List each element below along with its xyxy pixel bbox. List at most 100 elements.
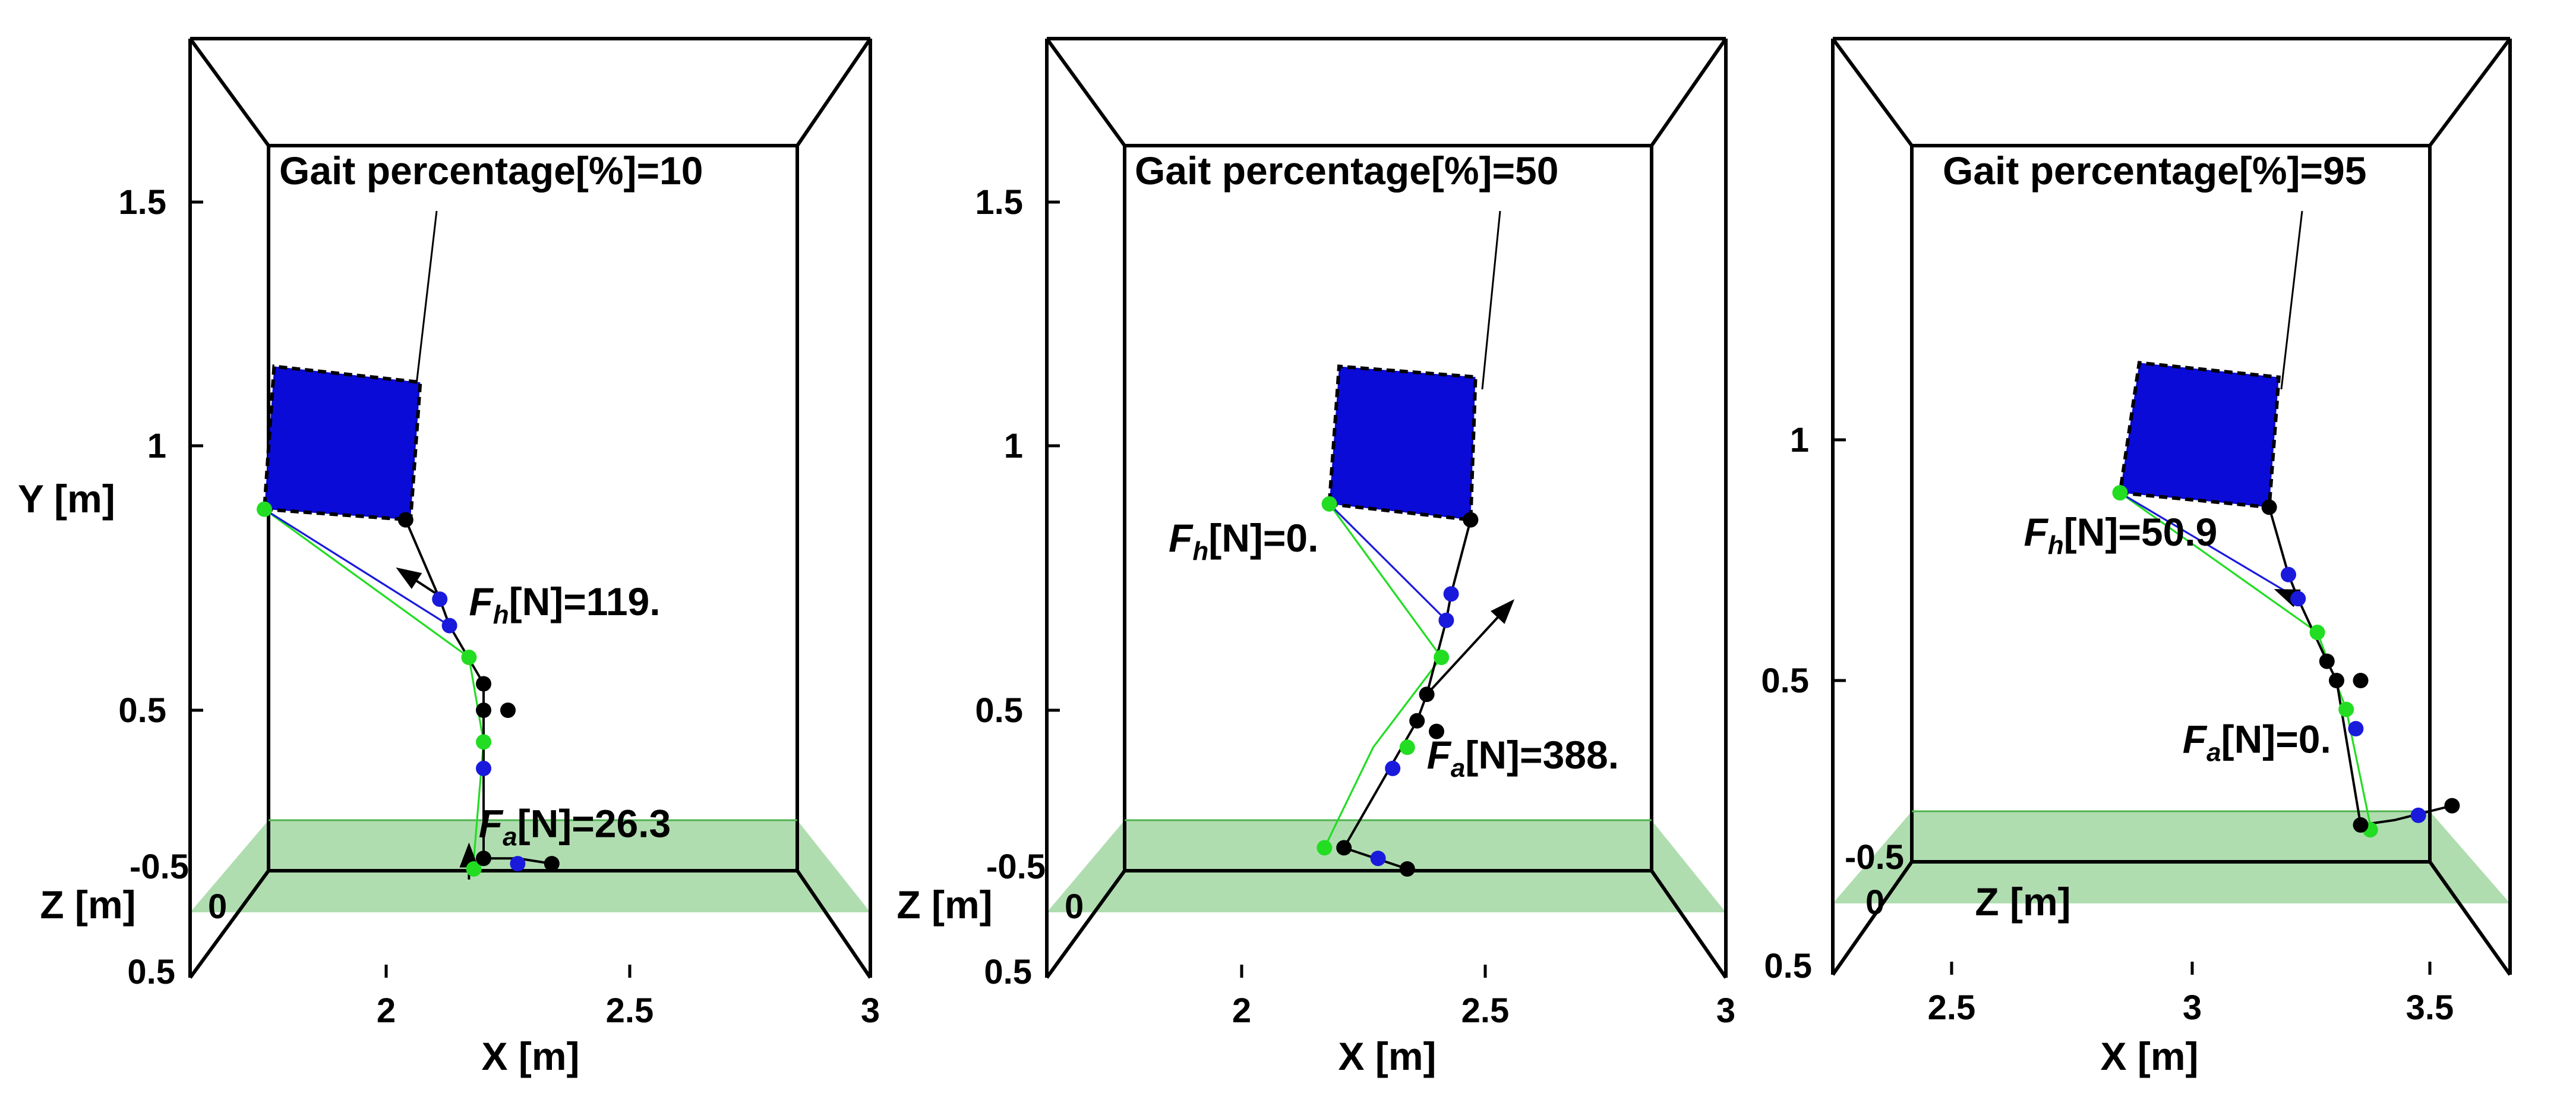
ground-plane xyxy=(190,820,870,912)
x-tick-label: 3 xyxy=(1716,991,1735,1030)
force-symbol: F xyxy=(2024,510,2049,554)
joint-marker-black xyxy=(1463,512,1479,528)
blue-leg-segment xyxy=(1328,503,1447,621)
force-value: [N]=119. xyxy=(509,579,661,623)
x-tick-label: 2 xyxy=(1232,991,1251,1030)
green-leg-segment xyxy=(1323,503,1442,849)
joint-marker-blue xyxy=(476,760,491,776)
x-tick-label: 3.5 xyxy=(2406,988,2454,1027)
joint-marker-blue xyxy=(432,591,448,607)
z-tick-label: -0.5 xyxy=(130,848,189,886)
y-tick-label: 0.5 xyxy=(118,691,166,730)
blue-leg-segment xyxy=(264,508,450,626)
joint-marker-blue xyxy=(2290,591,2306,607)
frame-corner-bl xyxy=(1831,861,1914,976)
joint-marker-black xyxy=(476,851,491,867)
gait-percentage-label: Gait percentage[%]=10 xyxy=(279,149,703,193)
ground-plane xyxy=(1833,811,2510,903)
y-tick-label: 1 xyxy=(1790,421,1809,459)
force-value: [N]=26.3 xyxy=(517,802,671,846)
joint-marker-blue xyxy=(1438,612,1454,628)
x-axis-label: X [m] xyxy=(1338,1034,1437,1078)
y-tick-label: 1 xyxy=(1004,427,1023,465)
force-symbol: F xyxy=(2183,717,2208,761)
z-tick-label: 0.5 xyxy=(1764,947,1812,985)
frame-corner-bl xyxy=(188,870,270,979)
force-arrow-shaft xyxy=(1426,609,1505,695)
force-value: [N]=0. xyxy=(2221,717,2331,761)
joint-marker-green xyxy=(1434,650,1450,665)
x-tick-label: 3 xyxy=(2183,988,2202,1027)
gait-leader-line xyxy=(2280,210,2303,390)
x-axis-label: X [m] xyxy=(2101,1034,2199,1078)
green-leg-segment xyxy=(264,508,485,859)
z-tick-label: 0 xyxy=(1065,887,1084,926)
black-leg-segment xyxy=(1343,519,1472,870)
z-tick-label: 0.5 xyxy=(984,953,1032,991)
panel-3: 2.5 3 3.5 0.5 1 -0.5 0 0.5 X [m] Z [m] Gait percen… xyxy=(1761,37,2512,1078)
force-label-a: Fa[N]=388. xyxy=(1427,733,1619,783)
joint-marker-black xyxy=(476,676,491,692)
force-arrow-head xyxy=(396,567,422,590)
z-axis-label: Z [m] xyxy=(40,883,135,927)
x-tick-label: 2 xyxy=(377,991,396,1030)
joint-marker-black xyxy=(397,512,413,528)
y-axis-label: Y [m] xyxy=(18,477,115,521)
z-axis-label: Z [m] xyxy=(896,883,992,927)
z-tick-label: -0.5 xyxy=(986,848,1046,886)
force-symbol: F xyxy=(1169,516,1194,560)
joint-marker-black xyxy=(2329,673,2344,688)
z-tick-label: 0.5 xyxy=(127,953,175,991)
joint-marker-green xyxy=(1317,840,1333,856)
joint-marker-green xyxy=(466,861,482,877)
force-symbol: F xyxy=(479,802,504,846)
joint-marker-green xyxy=(476,734,491,750)
x-tick-label: 2.5 xyxy=(1461,991,1510,1030)
z-tick-label: -0.5 xyxy=(1845,838,1904,877)
y-tick-label: 1.5 xyxy=(118,183,166,222)
joint-marker-blue xyxy=(2410,807,2426,823)
joint-marker-blue xyxy=(2348,721,2364,736)
force-symbol: F xyxy=(1427,733,1452,777)
joint-marker-green xyxy=(2338,701,2354,717)
joint-marker-green xyxy=(257,501,272,517)
joint-marker-black xyxy=(1409,713,1425,729)
trunk-box xyxy=(262,364,422,522)
joint-marker-black xyxy=(2444,798,2460,814)
z-axis-label: Z [m] xyxy=(1975,880,2070,924)
joint-marker-black xyxy=(2261,499,2277,515)
joint-marker-black xyxy=(2353,673,2369,688)
y-tick-label: 0.5 xyxy=(1761,662,1809,700)
joint-marker-blue xyxy=(1385,760,1401,776)
x-axis-label: X [m] xyxy=(482,1034,580,1078)
x-tick-label: 2.5 xyxy=(1928,988,1976,1027)
frame-corner-tr xyxy=(2428,37,2512,147)
joint-marker-blue xyxy=(1370,851,1386,867)
force-arrow-head xyxy=(459,842,479,868)
joint-marker-blue xyxy=(510,856,526,872)
joint-marker-green xyxy=(2112,485,2128,501)
force-value: [N]=388. xyxy=(1465,733,1619,777)
ground-plane xyxy=(1047,820,1726,912)
frame-corner-br xyxy=(795,870,872,979)
joint-marker-black xyxy=(1399,861,1415,877)
force-subscript: a xyxy=(503,823,517,852)
trunk-box xyxy=(1327,364,1478,522)
force-subscript: h xyxy=(1192,537,1208,566)
force-subscript: h xyxy=(493,600,509,629)
x-tick-label: 3 xyxy=(861,991,880,1030)
frame-corner-bl xyxy=(1045,870,1126,979)
inner-frame xyxy=(1123,144,1653,873)
frame-corner-tl xyxy=(1831,37,1914,147)
joint-marker-black xyxy=(500,703,516,718)
z-tick-label: 0 xyxy=(1865,883,1884,922)
joint-marker-blue xyxy=(2281,566,2296,582)
y-tick-label: 1.5 xyxy=(975,183,1023,222)
y-tick-label: 1 xyxy=(147,427,166,465)
gait-percentage-label: Gait percentage[%]=95 xyxy=(1943,149,2366,193)
inner-frame xyxy=(1910,144,2432,864)
frame-corner-tr xyxy=(1650,37,1728,147)
joint-marker-black xyxy=(1429,723,1444,739)
frame-corner-br xyxy=(1650,870,1728,979)
